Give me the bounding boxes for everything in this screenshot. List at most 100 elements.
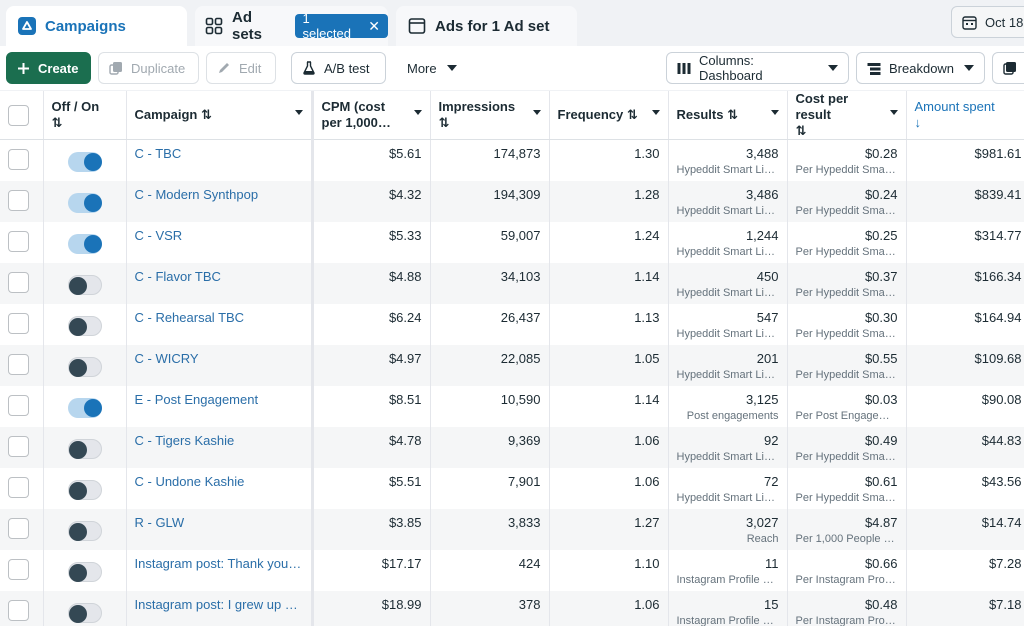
campaign-status-toggle[interactable] [67, 315, 102, 336]
chevron-down-icon[interactable] [770, 110, 779, 115]
campaign-status-toggle[interactable] [67, 192, 102, 213]
row-checkbox[interactable] [8, 435, 29, 457]
table-row[interactable]: C - Rehearsal TBC $6.24 26,437 1.13 547 Hyped… [0, 303, 1024, 345]
campaign-name-link[interactable]: C - Rehearsal TBC [134, 309, 245, 325]
campaign-status-toggle[interactable] [67, 356, 102, 377]
campaign-status-toggle[interactable] [67, 561, 102, 582]
row-checkbox[interactable] [8, 271, 29, 293]
row-checkbox[interactable] [8, 517, 29, 539]
table-row[interactable]: Instagram post: I grew up w… $18.99 378 1.0… [0, 590, 1024, 626]
results-value: 11 [765, 555, 779, 571]
results-header[interactable]: Results ⇅ [668, 91, 788, 140]
campaign-status-toggle[interactable] [67, 397, 102, 418]
campaign-name-cell: C - Tigers Kashie [126, 426, 314, 468]
toggle-knob [68, 440, 87, 459]
reports-button[interactable] [992, 52, 1024, 84]
impressions-header[interactable]: Impressions ⇅ [430, 91, 550, 140]
sort-icon[interactable]: ⇅ [795, 123, 807, 138]
row-checkbox[interactable] [8, 230, 29, 252]
campaign-name-link[interactable]: C - Modern Synthpop [134, 186, 259, 202]
more-dropdown[interactable]: More [396, 52, 468, 84]
table-row[interactable]: R - GLW $3.85 3,833 1.27 3,027 Reach $4.87 Per … [0, 508, 1024, 550]
cpm-header[interactable]: CPM (cost per 1,000… [312, 91, 431, 140]
sort-icon[interactable]: ⇅ [626, 107, 638, 122]
row-checkbox[interactable] [8, 189, 29, 211]
campaign-name-link[interactable]: R - GLW [134, 514, 185, 530]
table-row[interactable]: C - TBC $5.61 174,873 1.30 3,488 Hyped­dit Sm… [0, 139, 1024, 181]
campaign-status-toggle[interactable] [67, 274, 102, 295]
campaign-name-link[interactable]: C - Undone Kashie [134, 473, 245, 489]
toggle-header[interactable]: Off / On ⇅ [43, 91, 127, 140]
sort-icon[interactable]: ⇅ [200, 107, 212, 122]
duplicate-button[interactable]: Duplicate [98, 52, 199, 84]
campaign-name-link[interactable]: E - Post Engagement [134, 391, 259, 407]
campaign-name-link[interactable]: C - TBC [134, 146, 182, 161]
toggle-knob [68, 358, 87, 377]
sort-icon[interactable]: ⇅ [438, 115, 450, 130]
row-select-cell [0, 385, 44, 427]
breakdown-dropdown[interactable]: Breakdown [856, 52, 985, 84]
chevron-down-icon[interactable] [294, 110, 303, 115]
tab-ads[interactable]: Ads for 1 Ad set [396, 6, 577, 46]
chevron-down-icon[interactable] [413, 110, 422, 115]
campaign-status-toggle[interactable] [67, 233, 102, 254]
results-value: 92 [764, 432, 779, 448]
table-row[interactable]: C - Tigers Kashie $4.78 9,369 1.06 92 Hypeddi… [0, 426, 1024, 468]
sort-icon[interactable]: ⇅ [51, 115, 63, 130]
amount-spent-cell: $44.83 [906, 426, 1024, 468]
chevron-down-icon[interactable] [651, 110, 660, 115]
ab-test-button[interactable]: A/B test [291, 52, 386, 84]
create-button[interactable]: Create [6, 52, 91, 84]
chevron-down-icon[interactable] [889, 110, 898, 115]
toggle-knob [68, 317, 87, 336]
campaign-name-link[interactable]: Instagram post: Thank you f… [134, 555, 303, 571]
row-checkbox[interactable] [8, 599, 29, 621]
tab-campaigns[interactable]: Campaigns [6, 6, 187, 46]
sort-icon[interactable]: ⇅ [727, 107, 738, 122]
results-cell: 72 Hypeddit Smart Lin… [668, 467, 788, 509]
cost-per-result-cell: $0.28 Per Hypeddit Smar… [787, 139, 907, 181]
toggle-knob [68, 522, 87, 541]
selection-badge[interactable]: 1 selected ✕ [294, 11, 388, 41]
campaign-name-link[interactable]: C - WICRY [134, 350, 199, 366]
campaign-name-link[interactable]: C - VSR [134, 227, 183, 243]
campaign-status-toggle[interactable] [67, 438, 102, 459]
edit-button[interactable]: Edit [206, 52, 276, 84]
row-checkbox[interactable] [8, 353, 29, 375]
campaign-status-toggle[interactable] [67, 602, 102, 623]
campaign-name-link[interactable]: C - Flavor TBC [134, 268, 221, 284]
campaign-status-toggle[interactable] [67, 520, 102, 541]
results-value: 3,125 [745, 391, 779, 407]
columns-dropdown[interactable]: Columns: Dashboard [666, 52, 849, 84]
campaigns-table: Off / On ⇅ Campaign ⇅ CPM (cost per 1,000… [0, 91, 1024, 626]
select-all-checkbox[interactable] [8, 104, 29, 126]
amount-spent-header[interactable]: Amount spent ↓ [906, 91, 1024, 140]
table-row[interactable]: C - WICRY $4.97 22,085 1.05 201 Hypeddit Smar… [0, 344, 1024, 386]
table-row[interactable]: E - Post Engagement $8.51 10,590 1.14 3,125 P… [0, 385, 1024, 427]
row-checkbox[interactable] [8, 394, 29, 416]
row-checkbox[interactable] [8, 312, 29, 334]
campaign-name-link[interactable]: Instagram post: I grew up w… [134, 596, 303, 612]
sort-desc-icon[interactable]: ↓ [914, 115, 922, 130]
table-row[interactable]: C - Flavor TBC $4.88 34,103 1.14 450 Hypeddit… [0, 262, 1024, 304]
table-row[interactable]: C - VSR $5.33 59,007 1.24 1,244 Hypeddit Smar… [0, 221, 1024, 263]
impressions-cell: 9,369 [430, 426, 550, 468]
table-row[interactable]: C - Modern Synthpop $4.32 194,309 1.28 3,486… [0, 180, 1024, 222]
cost-per-result-header[interactable]: Cost per result ⇅ [787, 91, 907, 140]
row-checkbox[interactable] [8, 476, 29, 498]
campaign-name-cell: E - Post Engagement [126, 385, 314, 427]
table-row[interactable]: C - Undone Kashie $5.51 7,901 1.06 72 Hypeddi… [0, 467, 1024, 509]
row-checkbox[interactable] [8, 558, 29, 580]
table-row[interactable]: Instagram post: Thank you f… $17.17 424 1.1… [0, 549, 1024, 591]
campaign-name-link[interactable]: C - Tigers Kashie [134, 432, 235, 448]
campaign-status-toggle[interactable] [67, 152, 102, 172]
frequency-header[interactable]: Frequency ⇅ [549, 91, 669, 140]
chevron-down-icon [828, 65, 838, 71]
clear-selection-icon[interactable]: ✕ [368, 17, 380, 34]
chevron-down-icon[interactable] [532, 110, 541, 115]
campaign-status-toggle[interactable] [67, 479, 102, 500]
date-range-button[interactable]: Oct 18, [951, 6, 1024, 38]
tab-adsets[interactable]: Ad sets 1 selected ✕ [195, 6, 388, 46]
row-checkbox[interactable] [8, 149, 29, 170]
campaign-header[interactable]: Campaign ⇅ [126, 91, 314, 140]
